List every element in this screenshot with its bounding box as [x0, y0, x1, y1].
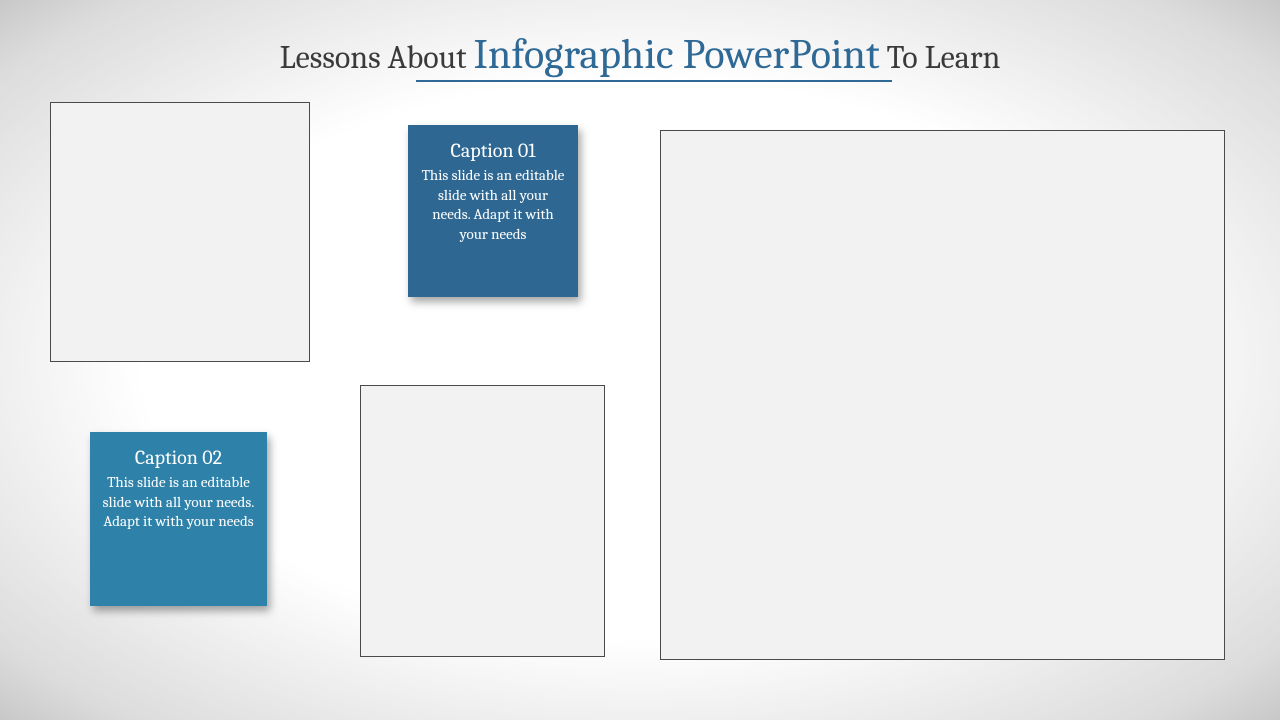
- title-prefix: Lessons About: [280, 39, 474, 76]
- image-placeholder-1: [50, 102, 310, 362]
- title-emphasis: Infographic PowerPoint: [474, 30, 880, 79]
- title-suffix: To Learn: [880, 39, 1001, 76]
- caption-box-2: Caption 02 This slide is an editable sli…: [90, 432, 267, 606]
- slide-title: Lessons About Infographic PowerPoint To …: [0, 30, 1280, 79]
- caption-1-title: Caption 01: [418, 139, 568, 162]
- image-placeholder-3: [660, 130, 1225, 660]
- caption-2-body: This slide is an editable slide with all…: [100, 473, 257, 532]
- image-placeholder-2: [360, 385, 605, 657]
- caption-box-1: Caption 01 This slide is an editable sli…: [408, 125, 578, 297]
- slide: Lessons About Infographic PowerPoint To …: [0, 0, 1280, 720]
- caption-2-title: Caption 02: [100, 446, 257, 469]
- title-underline: [416, 80, 892, 82]
- caption-1-body: This slide is an editable slide with all…: [418, 166, 568, 244]
